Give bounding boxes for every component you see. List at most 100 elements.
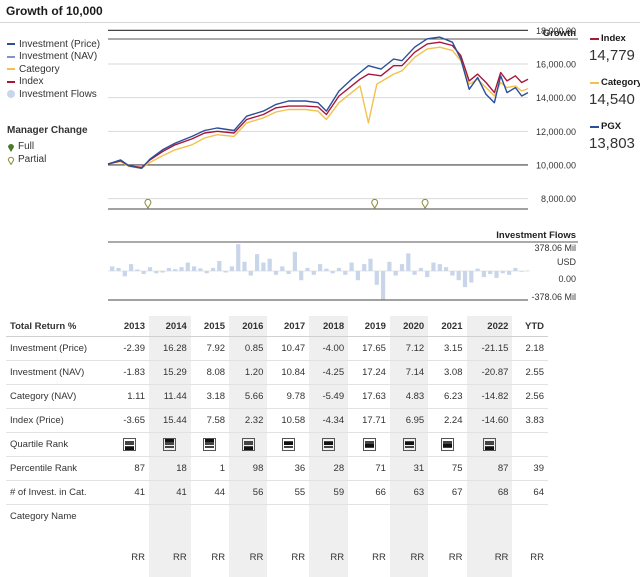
table-cell: -14.60 [467, 409, 513, 433]
flow-bar [287, 271, 291, 274]
table-cell: 17.65 [348, 337, 390, 361]
flow-bar [488, 271, 492, 274]
flow-bar [161, 271, 165, 273]
flow-bar [198, 268, 202, 271]
pgx-value: 13,803 [589, 135, 635, 152]
quartile-fill [443, 444, 452, 447]
flow-bar [431, 263, 435, 271]
header-year: 2022 [467, 316, 513, 337]
table-cell [309, 433, 348, 457]
pgx-marker [590, 126, 599, 128]
flow-bar [242, 262, 246, 271]
table-cell: 7.58 [191, 409, 229, 433]
table-cell [428, 433, 466, 457]
table-cell: 2.24 [428, 409, 466, 433]
flow-bar [129, 264, 133, 271]
table-cell: 41 [110, 481, 149, 505]
quartile-fill [365, 444, 374, 447]
flow-bar [280, 266, 284, 271]
table-cell: 1.20 [229, 361, 267, 385]
row-label: # of Invest. in Cat. [6, 481, 110, 505]
header-year: 2018 [309, 316, 348, 337]
flow-bar [469, 271, 473, 283]
table-header-row: Total Return % 2013 2014 2015 2016 2017 … [6, 316, 548, 337]
table-cell: 11.44 [149, 385, 191, 409]
header-year: 2021 [428, 316, 466, 337]
flow-bar [293, 252, 297, 271]
table-cell: 9.78 [267, 385, 309, 409]
table-cell [390, 433, 428, 457]
table-cell: 28 [309, 457, 348, 481]
table-cell: 71 [348, 457, 390, 481]
flow-bar [413, 271, 417, 275]
quartile-rank-icon [242, 438, 255, 451]
row-label: Category Name [6, 505, 110, 577]
quartile-fill [205, 439, 214, 442]
header-label: Total Return % [6, 316, 110, 337]
table-cell: 1.11 [110, 385, 149, 409]
flows-tick-label: 0.00 [558, 274, 576, 284]
row-label: Index (Price) [6, 409, 110, 433]
table-cell: -14.82 [467, 385, 513, 409]
flow-bar [457, 271, 461, 280]
flow-bar [123, 271, 127, 276]
flow-bar [167, 268, 171, 271]
header-year: 2020 [390, 316, 428, 337]
table-cell: 2.32 [229, 409, 267, 433]
table-cell: -3.65 [110, 409, 149, 433]
flow-bar [400, 264, 404, 271]
index-value: 14,779 [589, 47, 635, 64]
flow-bar [501, 271, 505, 273]
flow-bar [211, 268, 215, 271]
table-cell: RR [149, 505, 191, 577]
quartile-rank-icon [163, 438, 176, 451]
flow-bar [425, 271, 429, 277]
row-label: Percentile Rank [6, 457, 110, 481]
flow-bar [324, 269, 328, 271]
table-cell: RR [348, 505, 390, 577]
table-cell: 2.18 [512, 337, 548, 361]
growth-chart: Growth18,000.0016,000.0014,000.0012,000.… [0, 22, 640, 237]
table-cell: RR [309, 505, 348, 577]
table-cell [267, 433, 309, 457]
table-cell [512, 433, 548, 457]
series-line-investment-price [108, 37, 528, 168]
table-cell: 10.47 [267, 337, 309, 361]
flow-bar [261, 263, 265, 271]
quartile-fill [244, 447, 253, 450]
quartile-line [205, 446, 214, 448]
flow-bar [142, 271, 146, 274]
flow-bar [381, 271, 385, 299]
table-cell: 7.92 [191, 337, 229, 361]
table-cell: 87 [467, 457, 513, 481]
quartile-line [284, 446, 293, 448]
flow-bar [148, 267, 152, 271]
series-line-index [108, 42, 528, 167]
header-year: 2013 [110, 316, 149, 337]
table-cell: -20.87 [467, 361, 513, 385]
quartile-rank-icon [363, 438, 376, 451]
table-cell: 10.58 [267, 409, 309, 433]
table-cell: 87 [110, 457, 149, 481]
table-cell [110, 433, 149, 457]
flow-bar [312, 271, 316, 275]
table-cell: 1 [191, 457, 229, 481]
row-label: Category (NAV) [6, 385, 110, 409]
row-label: Quartile Rank [6, 433, 110, 457]
table-cell [348, 433, 390, 457]
flow-bar [526, 271, 530, 272]
quartile-rank-icon [282, 438, 295, 451]
table-cell: 31 [390, 457, 428, 481]
flow-bar [343, 271, 347, 275]
header-year: 2015 [191, 316, 229, 337]
quartile-rank-icon [483, 438, 496, 451]
flow-bar [318, 264, 322, 271]
flow-bar [438, 264, 442, 271]
manager-change-marker [422, 199, 428, 208]
flow-bar [463, 271, 467, 287]
flow-bar [507, 271, 511, 275]
